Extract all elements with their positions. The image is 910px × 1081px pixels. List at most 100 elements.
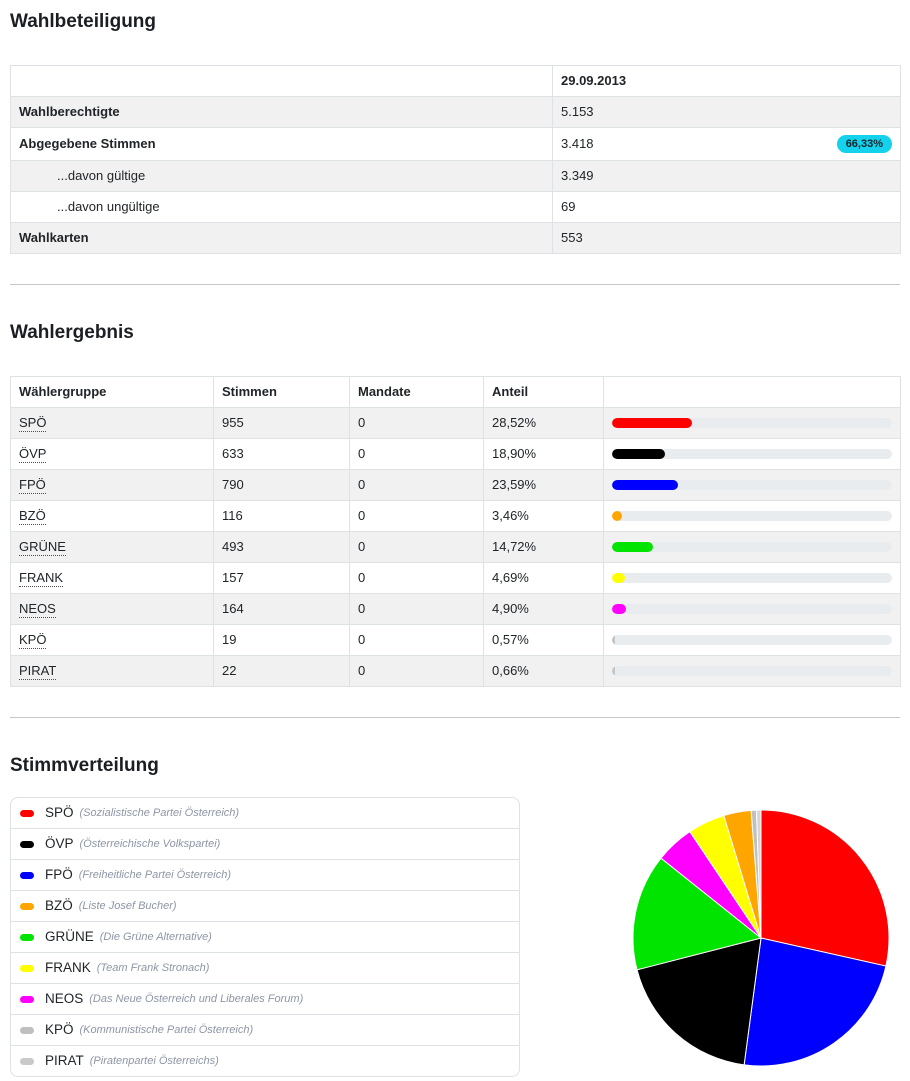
stimmen-value: 633 [213, 438, 350, 470]
percent-bar-track [612, 480, 892, 490]
party-color-chip [20, 902, 34, 910]
turnout-value: 3.349 [552, 160, 901, 192]
percent-bar-track [612, 542, 892, 552]
percent-bar [612, 480, 679, 490]
party-color-chip [20, 1026, 34, 1034]
col-header-stimmen: Stimmen [213, 376, 350, 408]
legend-item: FRANK (Team Frank Stronach) [11, 953, 519, 984]
legend-party-fullname: (Sozialistische Partei Österreich) [79, 807, 240, 819]
party-name[interactable]: GRÜNE [19, 539, 66, 556]
turnout-label: Wahlkarten [10, 222, 553, 254]
party-name[interactable]: KPÖ [19, 632, 47, 649]
pie-slice-kpö[interactable] [755, 809, 762, 939]
party-name[interactable]: FPÖ [19, 477, 46, 494]
legend-item: SPÖ (Sozialistische Partei Österreich) [11, 798, 519, 829]
mandate-value: 0 [349, 562, 484, 594]
anteil-value: 3,46% [483, 500, 604, 532]
percent-bar [612, 604, 626, 614]
table-row: GRÜNE 493 0 14,72% [10, 531, 901, 563]
percent-bar-track [612, 635, 892, 645]
party-name[interactable]: SPÖ [19, 415, 47, 432]
col-header-bar [603, 376, 901, 408]
pie-slice-övp[interactable] [636, 937, 762, 1066]
party-legend: SPÖ (Sozialistische Partei Österreich) Ö… [10, 797, 520, 1077]
section-title-stimmverteilung: Stimmverteilung [10, 755, 159, 776]
percent-bar [612, 511, 622, 521]
stimmen-value: 790 [213, 469, 350, 501]
percent-bar-track [612, 418, 892, 428]
turnout-label: ...davon ungültige [10, 191, 553, 223]
table-row: NEOS 164 0 4,90% [10, 593, 901, 625]
party-color-chip [20, 809, 34, 817]
party-name[interactable]: ÖVP [19, 446, 47, 463]
pie-slice-grüne[interactable] [632, 857, 763, 971]
table-row: Abgegebene Stimmen 3.418 66,33% [10, 127, 901, 161]
col-header-mandate: Mandate [349, 376, 484, 408]
stimmen-value: 955 [213, 407, 350, 439]
legend-item: PIRAT (Piratenpartei Österreichs) [11, 1046, 519, 1076]
legend-party-abbr: FPÖ [45, 867, 73, 882]
pie-slice-spö[interactable] [760, 809, 890, 967]
legend-party-fullname: (Freiheitliche Partei Österreich) [78, 869, 231, 881]
turnout-header-row: 29.09.2013 [10, 65, 901, 97]
table-row: Wahlberechtigte 5.153 [10, 96, 901, 128]
percent-bar-track [612, 573, 892, 583]
party-color-chip [20, 964, 34, 972]
mandate-value: 0 [349, 531, 484, 563]
mandate-value: 0 [349, 593, 484, 625]
party-name[interactable]: FRANK [19, 570, 64, 587]
legend-party-abbr: SPÖ [45, 805, 74, 820]
legend-item: FPÖ (Freiheitliche Partei Österreich) [11, 860, 519, 891]
stimmen-value: 116 [213, 500, 350, 532]
percent-bar-track [612, 604, 892, 614]
anteil-value: 28,52% [483, 407, 604, 439]
legend-party-abbr: PIRAT [45, 1053, 84, 1068]
party-name[interactable]: NEOS [19, 601, 56, 618]
section-divider [10, 717, 900, 718]
table-row: ÖVP 633 0 18,90% [10, 438, 901, 470]
table-row: BZÖ 116 0 3,46% [10, 500, 901, 532]
legend-party-fullname: (Team Frank Stronach) [96, 962, 210, 974]
distribution-section: SPÖ (Sozialistische Partei Österreich) Ö… [10, 797, 900, 1077]
legend-party-abbr: FRANK [45, 960, 91, 975]
table-row: SPÖ 955 0 28,52% [10, 407, 901, 439]
legend-party-fullname: (Liste Josef Bucher) [78, 900, 177, 912]
percent-bar [612, 635, 615, 645]
percent-bar [612, 573, 626, 583]
table-row: FRANK 157 0 4,69% [10, 562, 901, 594]
table-row: PIRAT 22 0 0,66% [10, 655, 901, 687]
legend-party-fullname: (Kommunistische Partei Österreich) [79, 1024, 254, 1036]
anteil-value: 18,90% [483, 438, 604, 470]
table-row: ...davon ungültige 69 [10, 191, 901, 223]
percent-bar [612, 666, 615, 676]
stimmen-value: 493 [213, 531, 350, 563]
section-title-wahlergebnis: Wahlergebnis [10, 322, 134, 343]
party-color-chip [20, 933, 34, 941]
pie-chart-area [520, 797, 900, 1067]
anteil-value: 0,66% [483, 655, 604, 687]
section-title-wahlbeteiligung: Wahlbeteiligung [10, 11, 157, 32]
stimmen-value: 157 [213, 562, 350, 594]
party-name[interactable]: BZÖ [19, 508, 46, 525]
pie-slice-fpö[interactable] [743, 937, 887, 1067]
party-color-chip [20, 840, 34, 848]
stimmen-value: 164 [213, 593, 350, 625]
results-header-row: Wählergruppe Stimmen Mandate Anteil [10, 376, 901, 408]
percent-bar-track [612, 449, 892, 459]
legend-party-abbr: ÖVP [45, 836, 74, 851]
legend-party-abbr: BZÖ [45, 898, 73, 913]
legend-party-abbr: KPÖ [45, 1022, 74, 1037]
table-row: FPÖ 790 0 23,59% [10, 469, 901, 501]
legend-item: KPÖ (Kommunistische Partei Österreich) [11, 1015, 519, 1046]
anteil-value: 0,57% [483, 624, 604, 656]
party-color-chip [20, 871, 34, 879]
party-name[interactable]: PIRAT [19, 663, 57, 680]
legend-item: BZÖ (Liste Josef Bucher) [11, 891, 519, 922]
legend-party-abbr: GRÜNE [45, 929, 94, 944]
section-divider [10, 284, 900, 285]
pie-chart[interactable] [632, 809, 890, 1067]
anteil-value: 23,59% [483, 469, 604, 501]
col-header-anteil: Anteil [483, 376, 604, 408]
percent-bar-track [612, 511, 892, 521]
